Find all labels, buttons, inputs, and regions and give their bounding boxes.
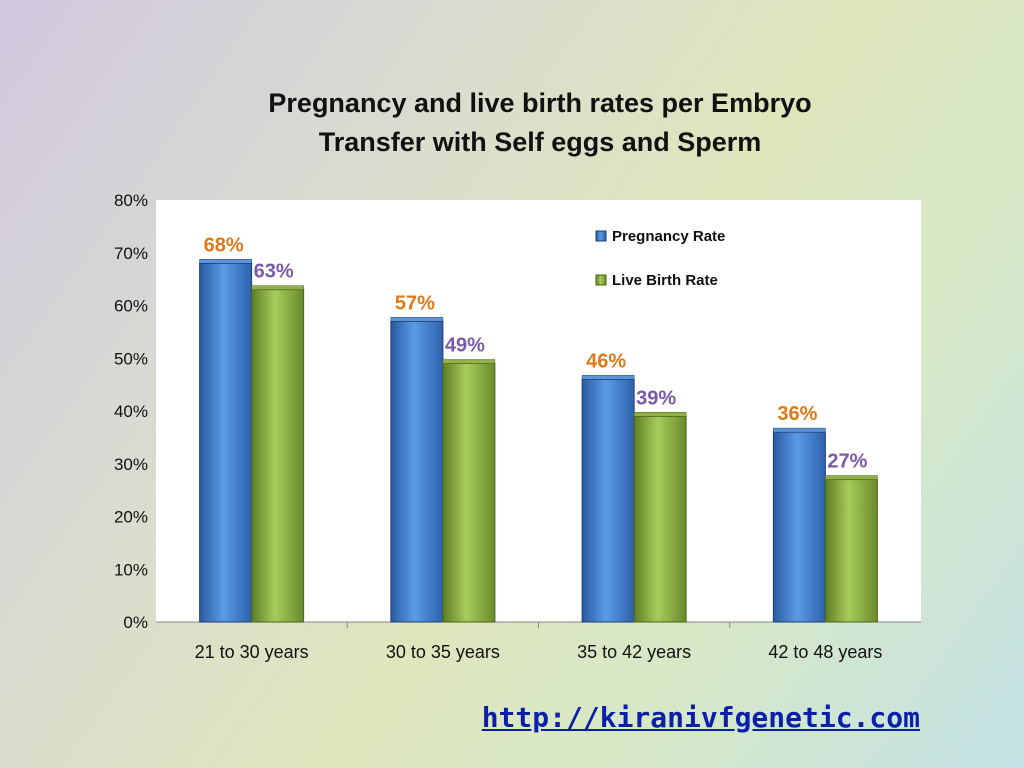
y-tick-label: 20% bbox=[114, 508, 148, 527]
x-tick-label: 21 to 30 years bbox=[195, 642, 309, 662]
bar-live-birth-rate bbox=[442, 363, 496, 623]
data-label: 36% bbox=[777, 403, 817, 425]
chart-title-line-2: Transfer with Self eggs and Sperm bbox=[318, 127, 762, 157]
legend-label: Live Birth Rate bbox=[612, 272, 718, 289]
bar-top-cap bbox=[633, 412, 687, 417]
bar-pregnancy-rate bbox=[199, 262, 253, 623]
y-tick-label: 40% bbox=[114, 402, 148, 421]
bar-top-cap bbox=[581, 375, 635, 380]
bar-chart: 0% 10% 20% 30% 40% 50% 60% 70% 80% 21 to 30 years… bbox=[114, 191, 921, 662]
data-label: 27% bbox=[827, 451, 867, 473]
y-tick-label: 10% bbox=[114, 560, 148, 579]
bar-top-cap bbox=[825, 475, 878, 480]
bar-pregnancy-rate bbox=[390, 320, 444, 623]
y-tick-label: 80% bbox=[114, 191, 148, 210]
x-tick-label: 30 to 35 years bbox=[386, 642, 500, 662]
bar-live-birth-rate bbox=[633, 415, 687, 623]
bar-top-cap bbox=[199, 259, 252, 264]
data-label: 39% bbox=[636, 387, 676, 409]
bar-top-cap bbox=[390, 317, 444, 322]
chart-title-line-1: Pregnancy and live birth rates per Embry… bbox=[268, 88, 812, 118]
y-tick-label: 60% bbox=[114, 297, 148, 316]
x-tick-label: 35 to 42 years bbox=[577, 642, 691, 662]
website-link[interactable]: http://kiranivfgenetic.com bbox=[481, 701, 920, 734]
data-label: 46% bbox=[586, 350, 626, 372]
chart-title: Pregnancy and live birth rates per Embry… bbox=[150, 84, 930, 162]
y-tick-label: 0% bbox=[123, 613, 148, 632]
bar-pregnancy-rate bbox=[772, 431, 826, 623]
data-label: 63% bbox=[254, 261, 294, 283]
bar-top-cap bbox=[251, 285, 304, 290]
data-label: 68% bbox=[204, 234, 244, 256]
data-label: 49% bbox=[445, 335, 485, 357]
y-tick-label: 50% bbox=[114, 349, 148, 368]
y-tick-label: 30% bbox=[114, 455, 148, 474]
bar-pregnancy-rate bbox=[581, 378, 635, 623]
legend-swatch bbox=[595, 274, 607, 286]
legend-label: Pregnancy Rate bbox=[612, 228, 725, 245]
bar-top-cap bbox=[442, 359, 496, 364]
y-tick-label: 70% bbox=[114, 244, 148, 263]
bar-live-birth-rate bbox=[824, 479, 878, 623]
x-tick-label: 42 to 48 years bbox=[768, 642, 882, 662]
data-label: 57% bbox=[395, 292, 435, 314]
bar-live-birth-rate bbox=[251, 289, 305, 623]
legend-swatch bbox=[595, 230, 607, 242]
bar-top-cap bbox=[773, 427, 826, 433]
